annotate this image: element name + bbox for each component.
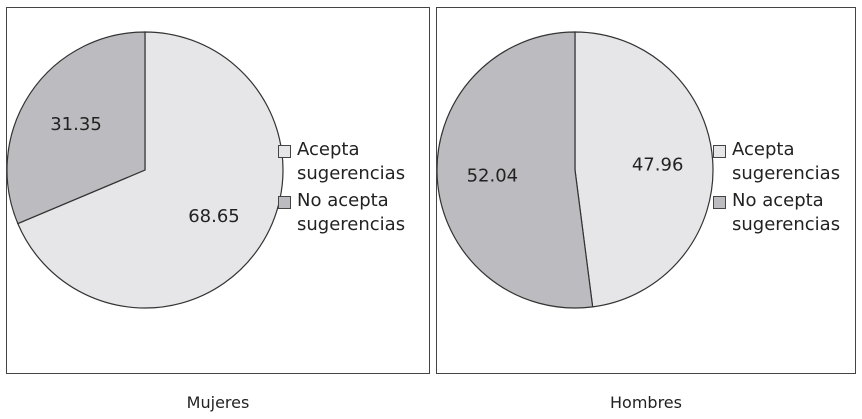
pie-chart-panel-mujeres: 68.65 31.35 Acepta sugerencias No acepta … xyxy=(6,7,430,374)
pie-slice-acepta xyxy=(574,31,714,308)
legend-item-no-acepta: No acepta sugerencias xyxy=(713,189,850,237)
slice-value-label: 52.04 xyxy=(467,165,519,186)
slice-value-label: 68.65 xyxy=(188,206,240,227)
legend-swatch xyxy=(278,196,291,209)
pie-chart-hombres: 47.96 52.04 xyxy=(437,31,714,309)
pie-chart-panel-hombres: 47.96 52.04 Acepta sugerencias No acepta … xyxy=(436,7,856,374)
pie-chart-mujeres: 68.65 31.35 xyxy=(7,31,284,309)
legend-label: No acepta sugerencias xyxy=(297,190,406,235)
chart-legend: Acepta sugerencias No acepta sugerencias xyxy=(278,138,415,240)
legend-label: Acepta sugerencias xyxy=(297,139,406,184)
pie-slice-no-acepta xyxy=(7,31,146,225)
slice-value-label: 31.35 xyxy=(50,114,102,135)
legend-swatch xyxy=(713,196,726,209)
pie-slice-acepta xyxy=(17,31,284,309)
chart-caption-mujeres: Mujeres xyxy=(186,393,250,412)
legend-label: Acepta sugerencias xyxy=(732,139,841,184)
legend-swatch xyxy=(278,145,291,158)
legend-label: No acepta sugerencias xyxy=(732,190,841,235)
legend-item-no-acepta: No acepta sugerencias xyxy=(278,189,415,237)
slice-value-label: 47.96 xyxy=(632,155,684,176)
legend-swatch xyxy=(713,145,726,158)
legend-item-acepta: Acepta sugerencias xyxy=(713,138,850,186)
legend-item-acepta: Acepta sugerencias xyxy=(278,138,415,186)
chart-caption-hombres: Hombres xyxy=(610,393,682,412)
pie-slice-no-acepta xyxy=(437,31,594,309)
chart-legend: Acepta sugerencias No acepta sugerencias xyxy=(713,138,850,240)
